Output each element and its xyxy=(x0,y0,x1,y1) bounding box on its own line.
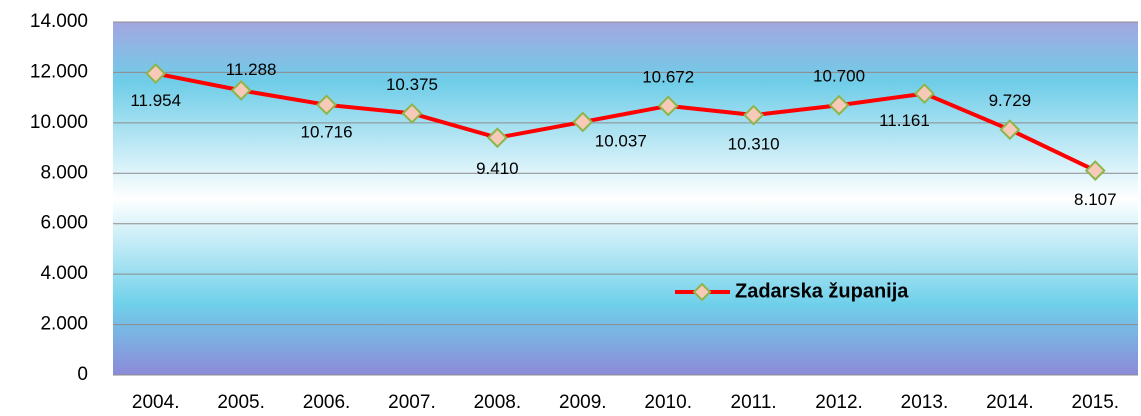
x-tick-label: 2010. xyxy=(644,392,692,413)
data-label: 10.375 xyxy=(386,75,438,94)
data-label: 11.161 xyxy=(879,111,930,130)
marker xyxy=(572,111,594,133)
data-label: 10.700 xyxy=(813,67,865,86)
marker xyxy=(828,94,850,116)
x-tick-label: 2005. xyxy=(217,392,265,413)
data-label: 10.672 xyxy=(642,67,694,86)
marker xyxy=(316,94,337,116)
marker xyxy=(1084,160,1106,182)
y-tick-label: 8.000 xyxy=(40,162,88,183)
series-line xyxy=(155,71,1097,173)
y-tick-label: 14.000 xyxy=(30,11,88,32)
data-label: 8.107 xyxy=(1074,190,1117,209)
data-label: 11.954 xyxy=(130,91,181,110)
x-tick-label: 2014. xyxy=(986,392,1034,413)
legend-label: Zadarska županija xyxy=(735,280,909,302)
x-tick-label: 2011. xyxy=(731,392,777,413)
marker xyxy=(401,102,423,124)
marker xyxy=(914,83,935,104)
y-tick-label: 0 xyxy=(77,364,88,385)
x-tick-label: 2009. xyxy=(559,392,607,413)
data-label: 9.729 xyxy=(989,91,1032,110)
marker xyxy=(230,79,252,101)
legend-marker xyxy=(692,282,712,302)
data-label: 11.288 xyxy=(226,60,277,79)
marker xyxy=(657,95,679,117)
marker xyxy=(743,104,765,126)
x-tick-label: 2015. xyxy=(1072,392,1120,413)
y-tick-label: 6.000 xyxy=(40,213,88,234)
x-tick-label: 2013. xyxy=(901,392,949,413)
x-tick-label: 2007. xyxy=(388,392,436,413)
data-label: 9.410 xyxy=(476,159,519,178)
plot-area xyxy=(113,22,1138,375)
x-tick-label: 2004. xyxy=(132,392,180,413)
data-label: 10.716 xyxy=(301,122,353,141)
x-tick-label: 2008. xyxy=(474,392,522,413)
x-tick-label: 2006. xyxy=(303,392,351,413)
y-tick-label: 12.000 xyxy=(30,61,88,82)
marker xyxy=(999,119,1021,141)
y-tick-label: 2.000 xyxy=(40,314,88,335)
x-tick-label: 2012. xyxy=(815,392,863,413)
marker xyxy=(145,63,167,85)
y-tick-label: 4.000 xyxy=(40,263,88,284)
y-tick-label: 10.000 xyxy=(30,112,88,133)
data-label: 10.037 xyxy=(595,131,647,150)
marker xyxy=(486,127,508,149)
data-label: 10.310 xyxy=(728,135,780,154)
